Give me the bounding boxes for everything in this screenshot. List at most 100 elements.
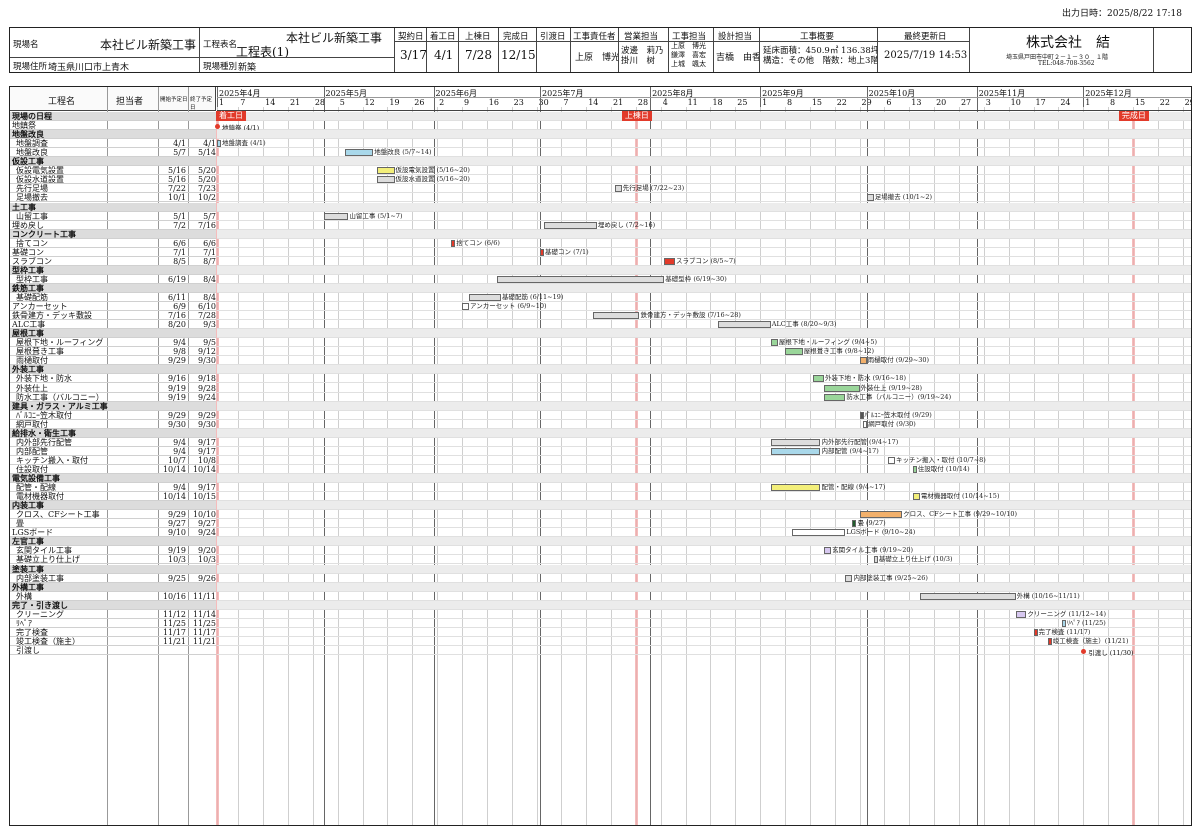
task-row[interactable]: 内外部先行配管 9/4 9/17 [10,438,216,447]
gantt-bar[interactable]: 屋根葺き工事 (9/8~12) [785,348,874,356]
gantt-bar[interactable]: 仮設電気設置 (5/16~20) [376,167,470,175]
task-row[interactable]: 屋根下地・ルーフィング 9/4 9/5 [10,338,216,348]
gantt-bar[interactable]: 基礎立上り仕上げ (10/3) [873,556,952,564]
gantt-bar[interactable]: 捨てコン (6/6) [451,239,500,247]
task-row[interactable]: 仮設水道設置 5/16 5/20 [10,175,216,185]
gantt-bar[interactable]: 電材機器取付 (10/14~15) [912,493,999,501]
milestone-dot[interactable] [1081,648,1087,654]
task-row[interactable]: 足場撤去 10/1 10/2 [10,193,216,203]
task-row[interactable]: 外装下地・防水 9/16 9/18 [10,374,216,384]
milestone-dot[interactable] [215,124,220,130]
category-row[interactable]: 土工事 [10,202,216,212]
category-row[interactable]: 地盤改良 [10,130,216,140]
gantt-bar[interactable]: キッチン搬入・取付 (10/7~8) [887,457,986,464]
gantt-bar[interactable]: スラブコン (8/5~7) [664,258,736,265]
gantt-bar[interactable]: ﾘﾍﾟｱ (11/25) [1061,620,1106,627]
category-row[interactable]: 仮設工事 [10,157,216,167]
gantt-bar[interactable]: 竣工検査（施主）(11/21) [1047,638,1129,645]
category-row[interactable]: 電気設備工事 [10,474,216,483]
task-row[interactable]: 基礎コン 7/1 7/1 [10,248,216,257]
gantt-bar[interactable]: ALC工事 (8/20~9/3) [717,321,836,329]
task-row[interactable]: ﾘﾍﾟｱ 11/25 11/25 [10,619,216,628]
category-row[interactable]: 完了・引き渡し [10,600,216,610]
category-row[interactable]: 内装工事 [10,501,216,511]
task-row[interactable]: クロス、CFシート工事 9/29 10/10 [10,510,216,520]
category-row[interactable]: コンクリート工事 [10,229,216,239]
milestone-tag[interactable]: 上棟日 [621,111,652,121]
gantt-bar[interactable]: 防水工事（バルコニー）(9/19~24) [824,393,951,401]
gantt-bar[interactable]: 鉄骨建方・デッキ敷設 (7/16~28) [593,312,741,320]
milestone-tag[interactable]: 着工日 [216,111,246,121]
task-row[interactable]: 地盤改良 5/7 5/14 [10,148,216,158]
task-row[interactable]: 防水工事（バルコニー） 9/19 9/24 [10,393,216,402]
gantt-bar[interactable]: 山留工事 (5/1~7) [323,212,403,220]
gantt-bar[interactable]: 基礎コン (7/1) [540,249,589,256]
gantt-bar[interactable]: クリーニング (11/12~14) [1015,611,1106,618]
category-row[interactable]: 型枠工事 [10,265,216,275]
gantt-bar[interactable]: 畳 (9/27) [852,520,886,528]
task-row[interactable]: 外構 10/16 11/11 [10,592,216,601]
task-row[interactable]: 基礎立上り仕上げ 10/3 10/3 [10,555,216,565]
task-row[interactable]: 屋根葺き工事 9/8 9/12 [10,347,216,357]
gantt-bar[interactable]: 玄関タイル工事 (9/19~20) [824,547,913,555]
gantt-bar[interactable]: 基礎配筋 (6/11~19) [469,294,563,301]
gantt-bar[interactable]: 完了検査 (11/17) [1033,629,1090,636]
gantt-bar[interactable]: 足場撤去 (10/1~2) [866,194,932,202]
task-row[interactable]: 内部塗装工事 9/25 9/26 [10,574,216,583]
gantt-bar[interactable]: 埋め戻し (7/2~16) [543,221,655,229]
category-row[interactable]: 現場の日程 [10,112,216,121]
gantt-bar[interactable]: 先行足場 (7/22~23) [614,185,684,193]
task-row[interactable]: 地鎮祭 [10,121,216,131]
task-row[interactable]: クリーニング 11/12 11/14 [10,610,216,619]
gantt-bar[interactable]: 内部塗装工事 (9/25~26) [845,574,928,582]
task-row[interactable]: 型枠工事 6/19 8/4 [10,275,216,284]
task-row[interactable]: 住設取付 10/14 10/14 [10,465,216,474]
gantt-bar[interactable]: 住設取付 (10/14) [912,466,970,473]
gantt-bar[interactable]: 外装下地・防水 (9/16~18) [813,375,906,383]
gantt-bar[interactable]: 外構 (10/16~11/11) [919,592,1080,600]
gantt-bar[interactable]: 外装仕上 (9/19~28) [824,384,922,392]
task-row[interactable]: 外装仕上 9/19 9/28 [10,384,216,393]
category-row[interactable]: 左官工事 [10,537,216,547]
task-row[interactable]: ﾊﾞﾙｺﾆｰ笠木取付 9/29 9/29 [10,411,216,420]
task-row[interactable]: 基礎配筋 6/11 8/4 [10,293,216,302]
task-row[interactable]: 埋め戻し 7/2 7/16 [10,221,216,230]
gantt-bar[interactable]: 仮設水道設置 (5/16~20) [376,176,470,184]
task-row[interactable]: スラブコン 8/5 8/7 [10,257,216,266]
gantt-bar[interactable]: 内部配管 (9/4~17) [770,448,879,455]
gantt-bar[interactable]: 地盤改良 (5/7~14) [344,149,432,157]
task-row[interactable]: アンカーセット 6/9 6/10 [10,302,216,312]
task-row[interactable]: 網戸取付 9/30 9/30 [10,420,216,429]
gantt-bar[interactable]: 屋根下地・ルーフィング (9/4~5) [770,339,877,347]
task-row[interactable]: 鉄骨建方・デッキ敷設 7/16 7/28 [10,311,216,321]
task-row[interactable]: 引渡し [10,646,216,655]
task-row[interactable]: ALC工事 8/20 9/3 [10,320,216,330]
task-row[interactable]: 配管・配線 9/4 9/17 [10,483,216,493]
gantt-bar[interactable]: LGSボード (9/10~24) [792,529,915,537]
category-row[interactable]: 鉄筋工事 [10,283,216,293]
category-row[interactable]: 屋根工事 [10,329,216,339]
milestone-tag[interactable]: 完成日 [1118,111,1149,121]
category-row[interactable]: 外構工事 [10,582,216,592]
task-row[interactable]: 玄関タイル工事 9/19 9/20 [10,546,216,556]
task-row[interactable]: 内部配管 9/4 9/17 [10,447,216,456]
gantt-bar[interactable]: アンカーセット (6/9~10) [461,303,547,311]
category-row[interactable]: 給排水・衛生工事 [10,428,216,438]
task-row[interactable]: 山留工事 5/1 5/7 [10,212,216,221]
task-row[interactable]: キッチン搬入・取付 10/7 10/8 [10,456,216,465]
task-row[interactable]: 竣工検査（施主） 11/21 11/21 [10,637,216,646]
gantt-bar[interactable]: 地盤調査 (4/1) [217,140,266,148]
task-row[interactable]: 完了検査 11/17 11/17 [10,628,216,637]
gantt-bar[interactable]: 内外部先行配管 (9/4~17) [770,439,898,446]
gantt-bar[interactable]: 配管・配線 (9/4~17) [770,484,885,492]
task-row[interactable]: 捨てコン 6/6 6/6 [10,239,216,248]
task-row[interactable]: 雨樋取付 9/29 9/30 [10,356,216,366]
task-row[interactable]: 先行足場 7/22 7/23 [10,184,216,194]
gantt-bar[interactable]: クロス、CFシート工事 (9/29~10/10) [859,511,1017,519]
task-row[interactable]: 電材機器取付 10/14 10/15 [10,492,216,502]
gantt-bar[interactable]: 雨樋取付 (9/29~30) [859,357,929,365]
category-row[interactable]: 塗装工事 [10,564,216,574]
task-row[interactable]: 地盤調査 4/1 4/1 [10,139,216,149]
gantt-bar[interactable]: 基礎型枠 (6/19~30) [497,276,727,283]
task-row[interactable]: 仮設電気設置 5/16 5/20 [10,166,216,176]
